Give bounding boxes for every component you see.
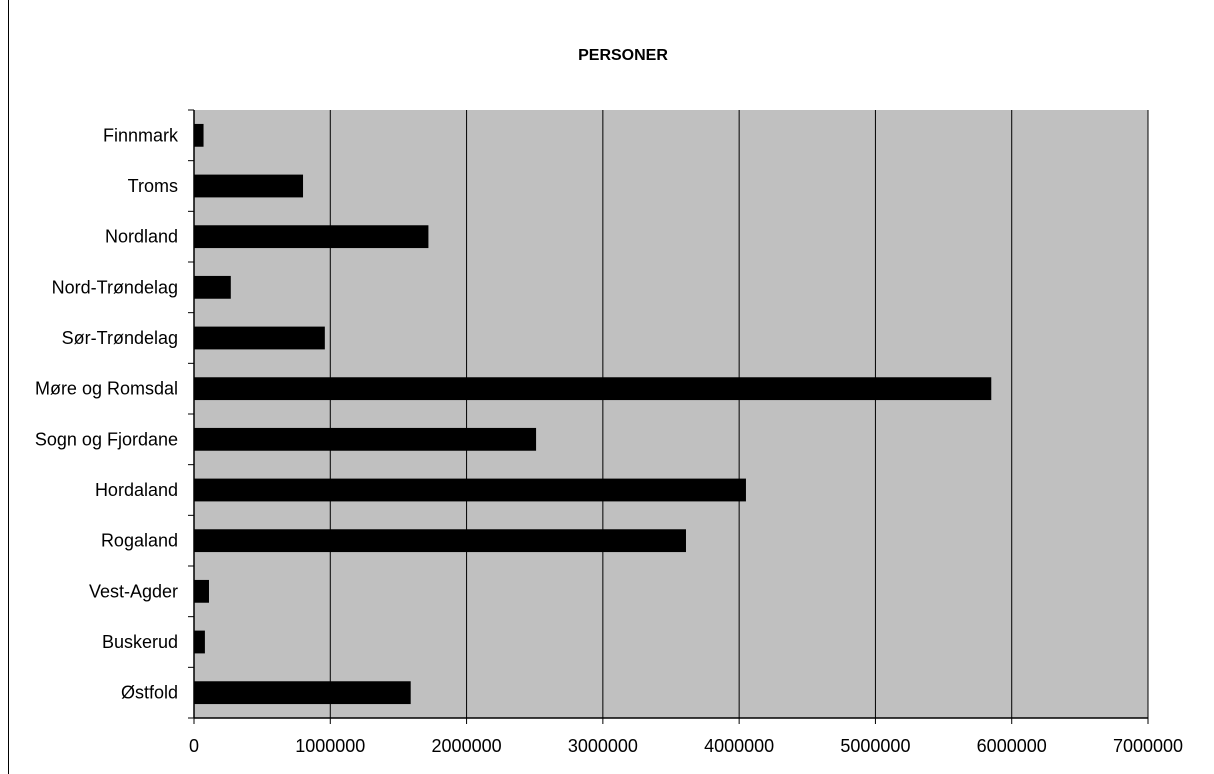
category-label: Rogaland [101, 531, 178, 551]
category-label: Hordaland [95, 480, 178, 500]
x-tick-label: 2000000 [432, 736, 502, 756]
chart-title: PERSONER [578, 47, 668, 64]
bar [194, 630, 205, 654]
bar [194, 174, 304, 198]
bar [194, 529, 686, 553]
axes [188, 109, 1148, 719]
x-tick-label: 1000000 [295, 736, 365, 756]
bar [194, 275, 231, 299]
bars [194, 123, 992, 705]
category-label: Nord-Trøndelag [52, 277, 178, 297]
x-tick-label: 6000000 [977, 736, 1047, 756]
y-axis-labels: Finnmark Troms Nordland Nord-Trøndelag Sør-T… [35, 125, 179, 702]
bar [194, 681, 411, 705]
bar [194, 326, 325, 350]
category-label: Sogn og Fjordane [35, 429, 178, 449]
category-label: Buskerud [102, 632, 178, 652]
x-tick-label: 7000000 [1113, 736, 1183, 756]
plot-area [194, 110, 1148, 718]
x-axis-ticks: 0 1000000 2000000 3000000 4000000 5000000 6000… [189, 718, 1183, 756]
bar [194, 225, 429, 249]
bar [194, 478, 746, 502]
x-tick-label: 4000000 [704, 736, 774, 756]
category-label: Sør-Trøndelag [62, 328, 178, 348]
x-tick-label: 0 [189, 736, 199, 756]
bar [194, 123, 204, 147]
category-label: Østfold [121, 683, 178, 703]
gridlines [329, 110, 1149, 718]
bar [194, 377, 992, 401]
x-tick-label: 5000000 [840, 736, 910, 756]
category-label: Troms [128, 176, 178, 196]
left-border-line [8, 0, 9, 774]
category-label: Finnmark [103, 125, 179, 145]
category-label: Nordland [105, 227, 178, 247]
x-tick-label: 3000000 [568, 736, 638, 756]
bar [194, 427, 537, 451]
category-label: Vest-Agder [89, 581, 178, 601]
category-label: Møre og Romsdal [35, 379, 178, 399]
bar [194, 579, 209, 603]
